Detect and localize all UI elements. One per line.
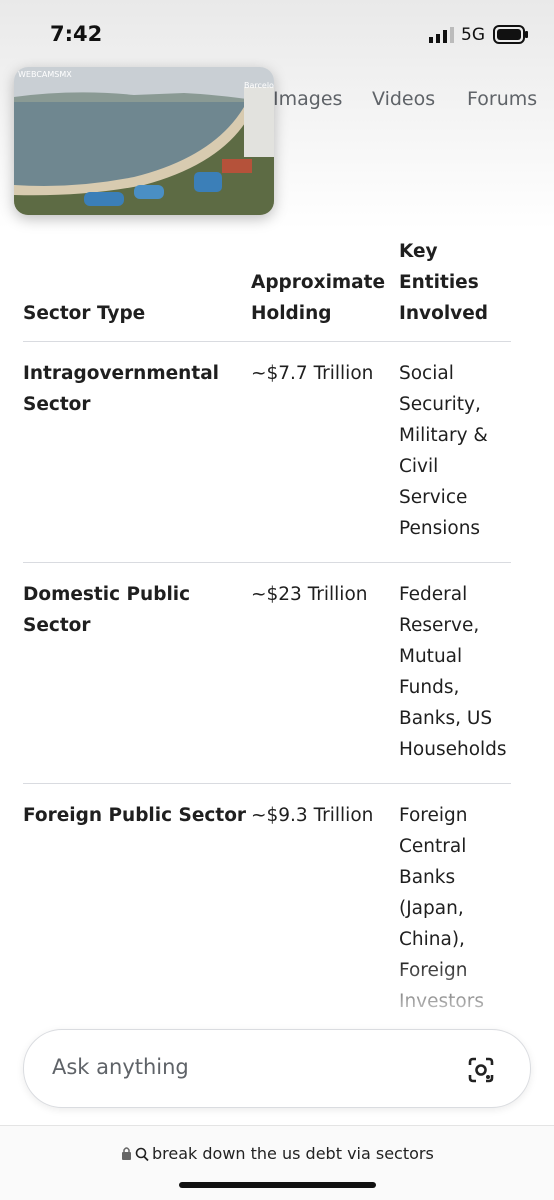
column-header: Key Entities Involved: [399, 241, 489, 324]
lock-search-icon: [122, 1147, 149, 1162]
url-text[interactable]: break down the us debt via sectors: [152, 1144, 434, 1163]
lens-icon[interactable]: [467, 1056, 495, 1084]
row: Intragovernmental Sector ~$7.7 Trillion …: [23, 341, 511, 563]
home-indicator: [179, 1182, 376, 1188]
video-thumbnail[interactable]: WEBCAMSMX Barcelo: [14, 67, 274, 215]
watermark: WEBCAMSMX: [18, 70, 72, 79]
cell: ~$23 Trillion: [251, 562, 399, 784]
battery-icon: [493, 25, 528, 44]
header-row: Sector Type Approximate Holding Key Enti…: [23, 236, 511, 342]
url-bar: break down the us debt via sectors: [0, 1125, 554, 1200]
tab[interactable]: Forums: [467, 88, 538, 110]
signal-icon: [429, 27, 454, 43]
beach-image: [14, 67, 274, 215]
search-box[interactable]: Ask anything: [23, 1029, 531, 1108]
data-table: Sector Type Approximate Holding Key Enti…: [23, 236, 511, 1035]
network: 5G: [461, 25, 485, 45]
clock: 7:42: [50, 22, 103, 46]
cell: Federal Reserve, Mutual Funds, Banks, US…: [399, 562, 511, 784]
column-header: Sector Type: [23, 303, 146, 324]
column-header: Approximate Holding: [251, 272, 386, 324]
cell: Social Security, Military & Civil Servic…: [399, 341, 511, 563]
location-label: Barcelo: [244, 81, 274, 90]
fade-overlay: [0, 960, 554, 1030]
cell: Intragovernmental Sector: [23, 341, 251, 563]
tab[interactable]: Videos: [372, 88, 436, 110]
cell: ~$7.7 Trillion: [251, 341, 399, 563]
tab[interactable]: Images: [273, 88, 343, 110]
row: Domestic Public Sector ~$23 Trillion Fed…: [23, 562, 511, 784]
search-placeholder: Ask anything: [52, 1055, 189, 1079]
cell: Domestic Public Sector: [23, 562, 251, 784]
